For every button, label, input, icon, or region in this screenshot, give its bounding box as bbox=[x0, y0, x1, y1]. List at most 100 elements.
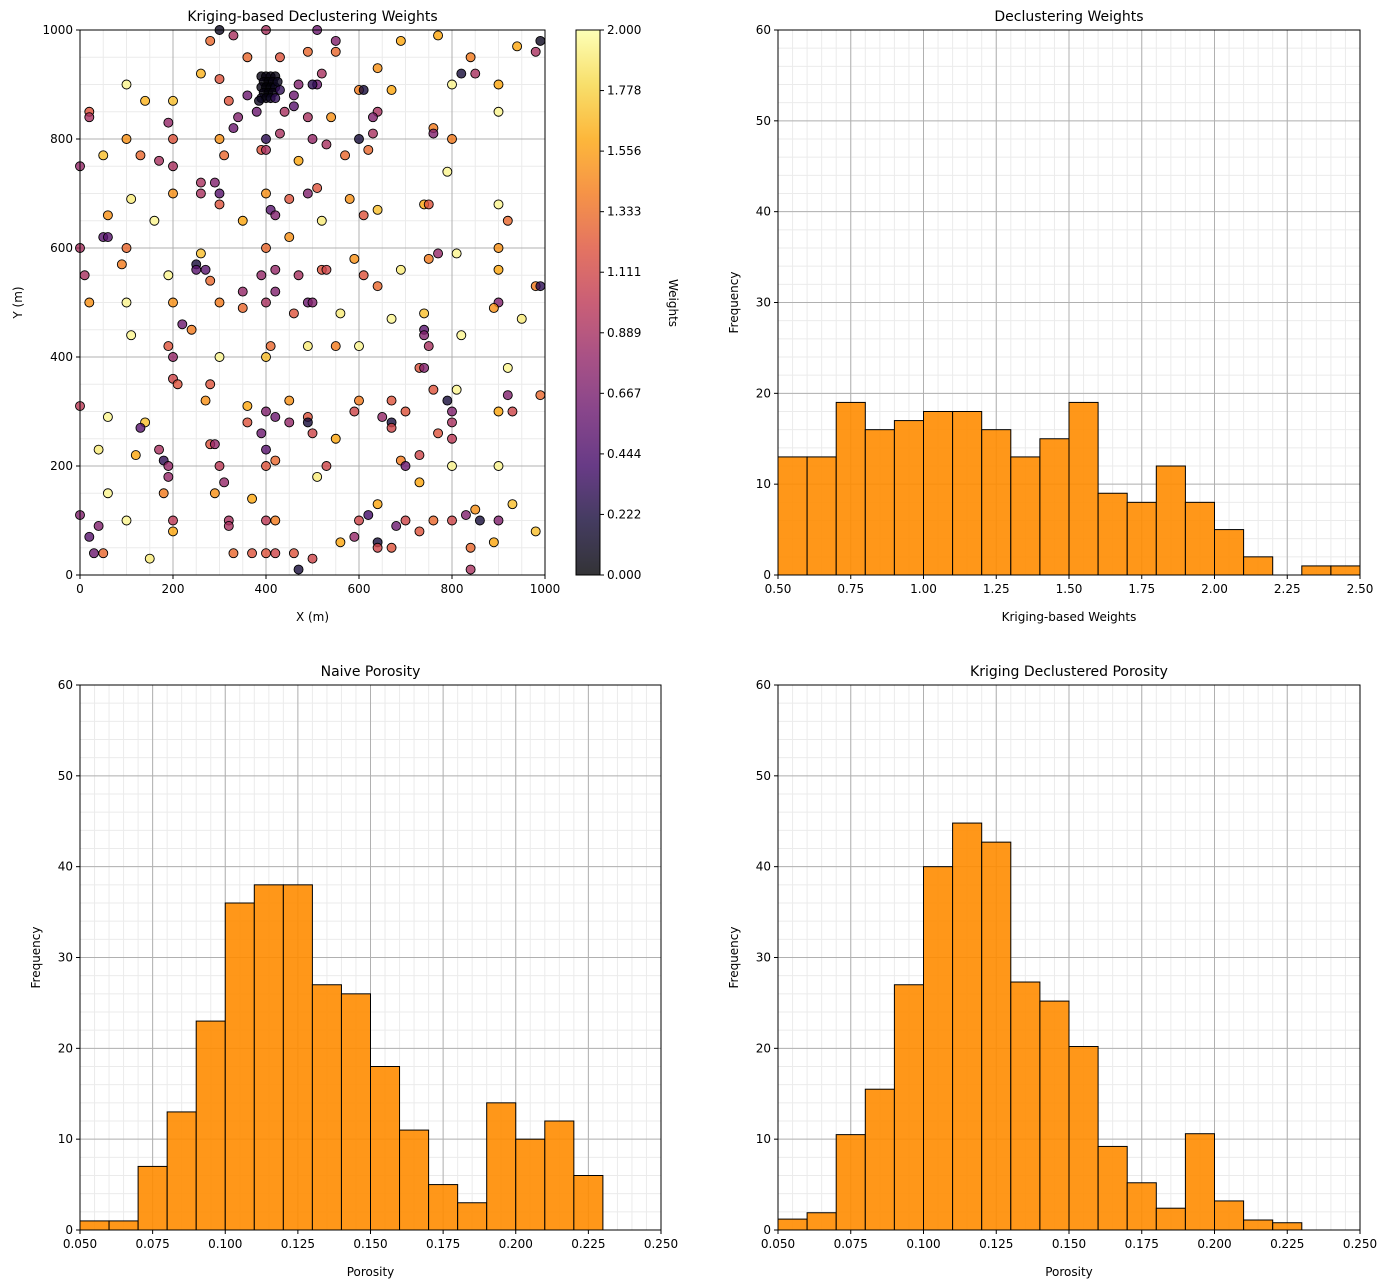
data-point bbox=[302, 417, 313, 428]
histogram-bar bbox=[981, 429, 1012, 576]
data-point bbox=[447, 79, 457, 90]
data-point bbox=[423, 253, 434, 264]
data-point bbox=[102, 232, 113, 243]
data-point bbox=[247, 548, 258, 559]
data-point bbox=[247, 493, 258, 504]
histogram-bar bbox=[1184, 501, 1216, 576]
histogram-bar bbox=[806, 1212, 837, 1231]
data-point bbox=[205, 379, 216, 390]
data-point bbox=[144, 553, 155, 564]
histogram-bar bbox=[1068, 401, 1099, 576]
data-point bbox=[261, 548, 271, 559]
data-point bbox=[302, 112, 313, 123]
data-point bbox=[442, 166, 453, 177]
data-point bbox=[433, 248, 443, 259]
data-point bbox=[149, 215, 160, 226]
x-tick-label: 0.050 bbox=[63, 1237, 97, 1251]
data-point bbox=[209, 488, 220, 499]
data-point bbox=[372, 63, 383, 74]
x-tick-label: 0.100 bbox=[208, 1237, 242, 1251]
data-point bbox=[168, 134, 178, 144]
data-point bbox=[214, 461, 225, 471]
data-point bbox=[261, 243, 271, 253]
data-point bbox=[270, 210, 281, 221]
data-point bbox=[254, 95, 264, 106]
data-point bbox=[270, 515, 281, 526]
data-point bbox=[84, 112, 95, 123]
histogram-bar bbox=[777, 456, 808, 576]
data-point bbox=[168, 95, 178, 106]
colorbar-tick-label: 1.556 bbox=[607, 144, 641, 158]
histogram-bar bbox=[1010, 456, 1041, 576]
data-point bbox=[168, 297, 178, 308]
data-point bbox=[200, 395, 211, 406]
chart-title: Kriging Declustered Porosity bbox=[970, 664, 1168, 680]
data-point bbox=[451, 248, 462, 259]
histogram-bar bbox=[457, 1202, 488, 1231]
y-tick-label: 10 bbox=[58, 1132, 73, 1146]
data-point bbox=[261, 515, 271, 526]
data-point bbox=[316, 68, 327, 79]
data-point bbox=[456, 330, 467, 341]
data-point bbox=[223, 521, 234, 531]
x-tick-label: 0.50 bbox=[765, 582, 792, 596]
data-point bbox=[493, 264, 504, 275]
data-point bbox=[419, 330, 430, 341]
y-tick-label: 10 bbox=[756, 477, 771, 491]
data-point bbox=[307, 79, 318, 90]
chart-title: Declustering Weights bbox=[994, 9, 1143, 25]
y-tick-label: 40 bbox=[756, 860, 771, 874]
y-tick-label: 40 bbox=[58, 860, 73, 874]
data-point bbox=[102, 210, 113, 221]
x-axis-label: Porosity bbox=[1045, 1265, 1093, 1279]
data-point bbox=[88, 548, 99, 559]
histogram-bar bbox=[864, 429, 895, 576]
data-point bbox=[195, 188, 206, 199]
data-point bbox=[307, 428, 318, 439]
x-tick-label: 2.00 bbox=[1201, 582, 1228, 596]
data-point bbox=[265, 341, 276, 352]
data-point bbox=[354, 341, 364, 352]
x-tick-label: 400 bbox=[255, 582, 278, 596]
x-tick-label: 1.50 bbox=[1056, 582, 1083, 596]
data-point bbox=[316, 215, 327, 226]
y-tick-label: 0 bbox=[65, 1223, 73, 1237]
data-point bbox=[168, 526, 178, 537]
histogram-bar bbox=[1126, 501, 1157, 576]
data-point bbox=[535, 35, 546, 46]
data-point bbox=[302, 46, 313, 57]
x-tick-label: 0.100 bbox=[906, 1237, 940, 1251]
x-tick-label: 0.150 bbox=[353, 1237, 387, 1251]
data-point bbox=[395, 35, 406, 46]
data-point bbox=[237, 286, 248, 297]
data-point bbox=[219, 150, 230, 161]
data-point bbox=[368, 128, 378, 139]
y-tick-label: 0 bbox=[65, 568, 73, 582]
data-point bbox=[93, 444, 104, 455]
data-point bbox=[340, 150, 350, 161]
data-point bbox=[261, 352, 271, 362]
histogram-bar bbox=[544, 1120, 575, 1231]
data-point bbox=[242, 401, 253, 411]
data-point bbox=[358, 84, 369, 95]
y-tick-label: 20 bbox=[756, 1041, 771, 1055]
data-point bbox=[135, 150, 146, 161]
data-point bbox=[168, 352, 178, 362]
colorbar-tick-label: 2.000 bbox=[607, 23, 641, 37]
data-point bbox=[126, 193, 137, 204]
data-point bbox=[447, 406, 457, 417]
data-point bbox=[330, 35, 341, 46]
x-axis-label: Kriging-based Weights bbox=[1002, 610, 1137, 624]
data-point bbox=[358, 210, 369, 221]
histogram-bar bbox=[1039, 438, 1070, 576]
data-point bbox=[284, 417, 295, 428]
data-point bbox=[321, 139, 332, 150]
data-point bbox=[233, 112, 244, 123]
data-point bbox=[335, 308, 346, 319]
data-point bbox=[507, 499, 518, 510]
histogram-bar bbox=[1097, 1145, 1128, 1231]
data-point bbox=[261, 406, 271, 417]
data-point bbox=[372, 281, 383, 292]
data-point bbox=[228, 123, 239, 134]
